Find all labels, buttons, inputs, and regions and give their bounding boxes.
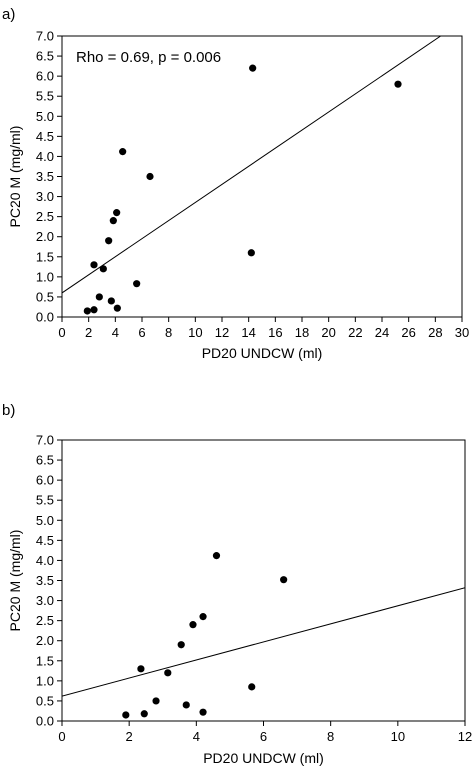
trend-line [62, 587, 465, 697]
y-tick-label: 4.0 [36, 553, 54, 568]
y-tick-label: 7.0 [36, 433, 54, 448]
data-point [182, 701, 190, 709]
data-point [99, 265, 107, 273]
plot-frame [61, 35, 463, 318]
y-tick-label: 2.0 [36, 229, 54, 244]
y-tick-label: 1.5 [36, 249, 54, 264]
x-tick-label: 16 [268, 325, 282, 340]
data-point [113, 209, 121, 217]
trend-line [62, 36, 441, 294]
data-point [152, 697, 160, 705]
x-tick-label: 2 [126, 729, 133, 744]
y-tick-label: 4.5 [36, 129, 54, 144]
y-tick-label: 0.0 [36, 310, 54, 325]
y-tick-label: 5.5 [36, 493, 54, 508]
data-point [199, 708, 207, 716]
data-point [107, 297, 115, 305]
stats-annotation: Rho = 0.69, p = 0.006 [76, 49, 221, 66]
y-tick-label: 4.0 [36, 149, 54, 164]
y-tick-label: 3.0 [36, 593, 54, 608]
y-tick-label: 4.5 [36, 533, 54, 548]
x-tick-label: 10 [188, 325, 202, 340]
x-tick-label: 12 [215, 325, 229, 340]
data-point [177, 641, 185, 649]
y-tick-label: 6.0 [36, 473, 54, 488]
y-tick-label: 2.5 [36, 613, 54, 628]
y-tick-label: 1.0 [36, 269, 54, 284]
x-tick-label: 14 [241, 325, 255, 340]
panel-label: a) [2, 6, 15, 23]
x-tick-label: 4 [193, 729, 200, 744]
data-point [137, 665, 145, 673]
y-tick-label: 6.5 [36, 49, 54, 64]
x-axis-title: PD20 UNDCW (ml) [202, 345, 323, 361]
data-point [105, 237, 113, 245]
data-point [90, 261, 98, 269]
y-tick-label: 0.5 [36, 289, 54, 304]
x-tick-label: 18 [295, 325, 309, 340]
chart-panel-a: a)0 2 4 6 8 10 12 14 16 18 20 22 24 26 28 300.00.51.01.… [2, 6, 469, 361]
data-point [95, 293, 103, 301]
data-point [164, 669, 172, 677]
data-point [83, 307, 91, 315]
data-point [189, 621, 197, 629]
y-tick-label: 3.0 [36, 189, 54, 204]
x-tick-label: 30 [455, 325, 469, 340]
data-point [199, 613, 207, 621]
x-tick-label: 0 [58, 729, 65, 744]
chart-panel-b: b) 0 2 4 6 8 10 12 0.0 0.5 1.0 1.5 2.0 2.5 3.0 3.5 4.0 4.… [2, 402, 472, 766]
x-tick-label: 0 [58, 325, 65, 340]
y-tick-label: 3.5 [36, 573, 54, 588]
y-tick-label: 0.5 [36, 693, 54, 708]
y-tick-label: 5.5 [36, 89, 54, 104]
y-tick-label: 6.5 [36, 453, 54, 468]
y-tick-label: 2.0 [36, 633, 54, 648]
data-point [113, 304, 121, 312]
y-tick-label: 1.5 [36, 653, 54, 668]
x-tick-label: 26 [401, 325, 415, 340]
data-point [109, 217, 117, 225]
x-tick-label: 4 [112, 325, 119, 340]
y-tick-label: 0.0 [36, 714, 54, 729]
y-tick-label: 5.0 [36, 109, 54, 124]
y-tick-label: 5.0 [36, 513, 54, 528]
data-point [122, 711, 130, 719]
x-axis-title: PD20 UNDCW (ml) [203, 750, 324, 766]
x-tick-label: 12 [458, 729, 472, 744]
data-point [249, 64, 257, 72]
x-tick-label: 20 [321, 325, 335, 340]
data-point [90, 306, 98, 314]
data-point [146, 172, 154, 181]
y-tick-label: 1.0 [36, 673, 54, 688]
x-tick-label: 6 [260, 729, 267, 744]
data-point [140, 710, 148, 718]
x-tick-label: 28 [428, 325, 442, 340]
y-tick-label: 7.0 [36, 29, 54, 44]
x-tick-label: 24 [375, 325, 389, 340]
y-tick-label: 6.0 [36, 69, 54, 84]
y-tick-label: 3.5 [36, 169, 54, 184]
y-axis-title: PC20 M (mg/ml) [7, 126, 23, 228]
data-point [248, 683, 256, 691]
x-tick-label: 8 [327, 729, 334, 744]
x-tick-label: 6 [138, 325, 145, 340]
data-point [280, 576, 288, 584]
plot-frame [61, 439, 466, 722]
x-tick-label: 10 [391, 729, 405, 744]
data-point [212, 552, 221, 560]
data-point [119, 148, 127, 156]
y-tick-label: 2.5 [36, 209, 54, 224]
x-tick-label: 8 [165, 325, 172, 340]
data-point [133, 280, 141, 288]
y-axis-title: PC20 M (mg/ml) [7, 530, 23, 632]
x-tick-label: 2 [85, 325, 92, 340]
data-point [394, 80, 402, 88]
x-tick-label: 22 [348, 325, 362, 340]
data-point [247, 249, 255, 257]
panel-label: b) [2, 402, 15, 419]
